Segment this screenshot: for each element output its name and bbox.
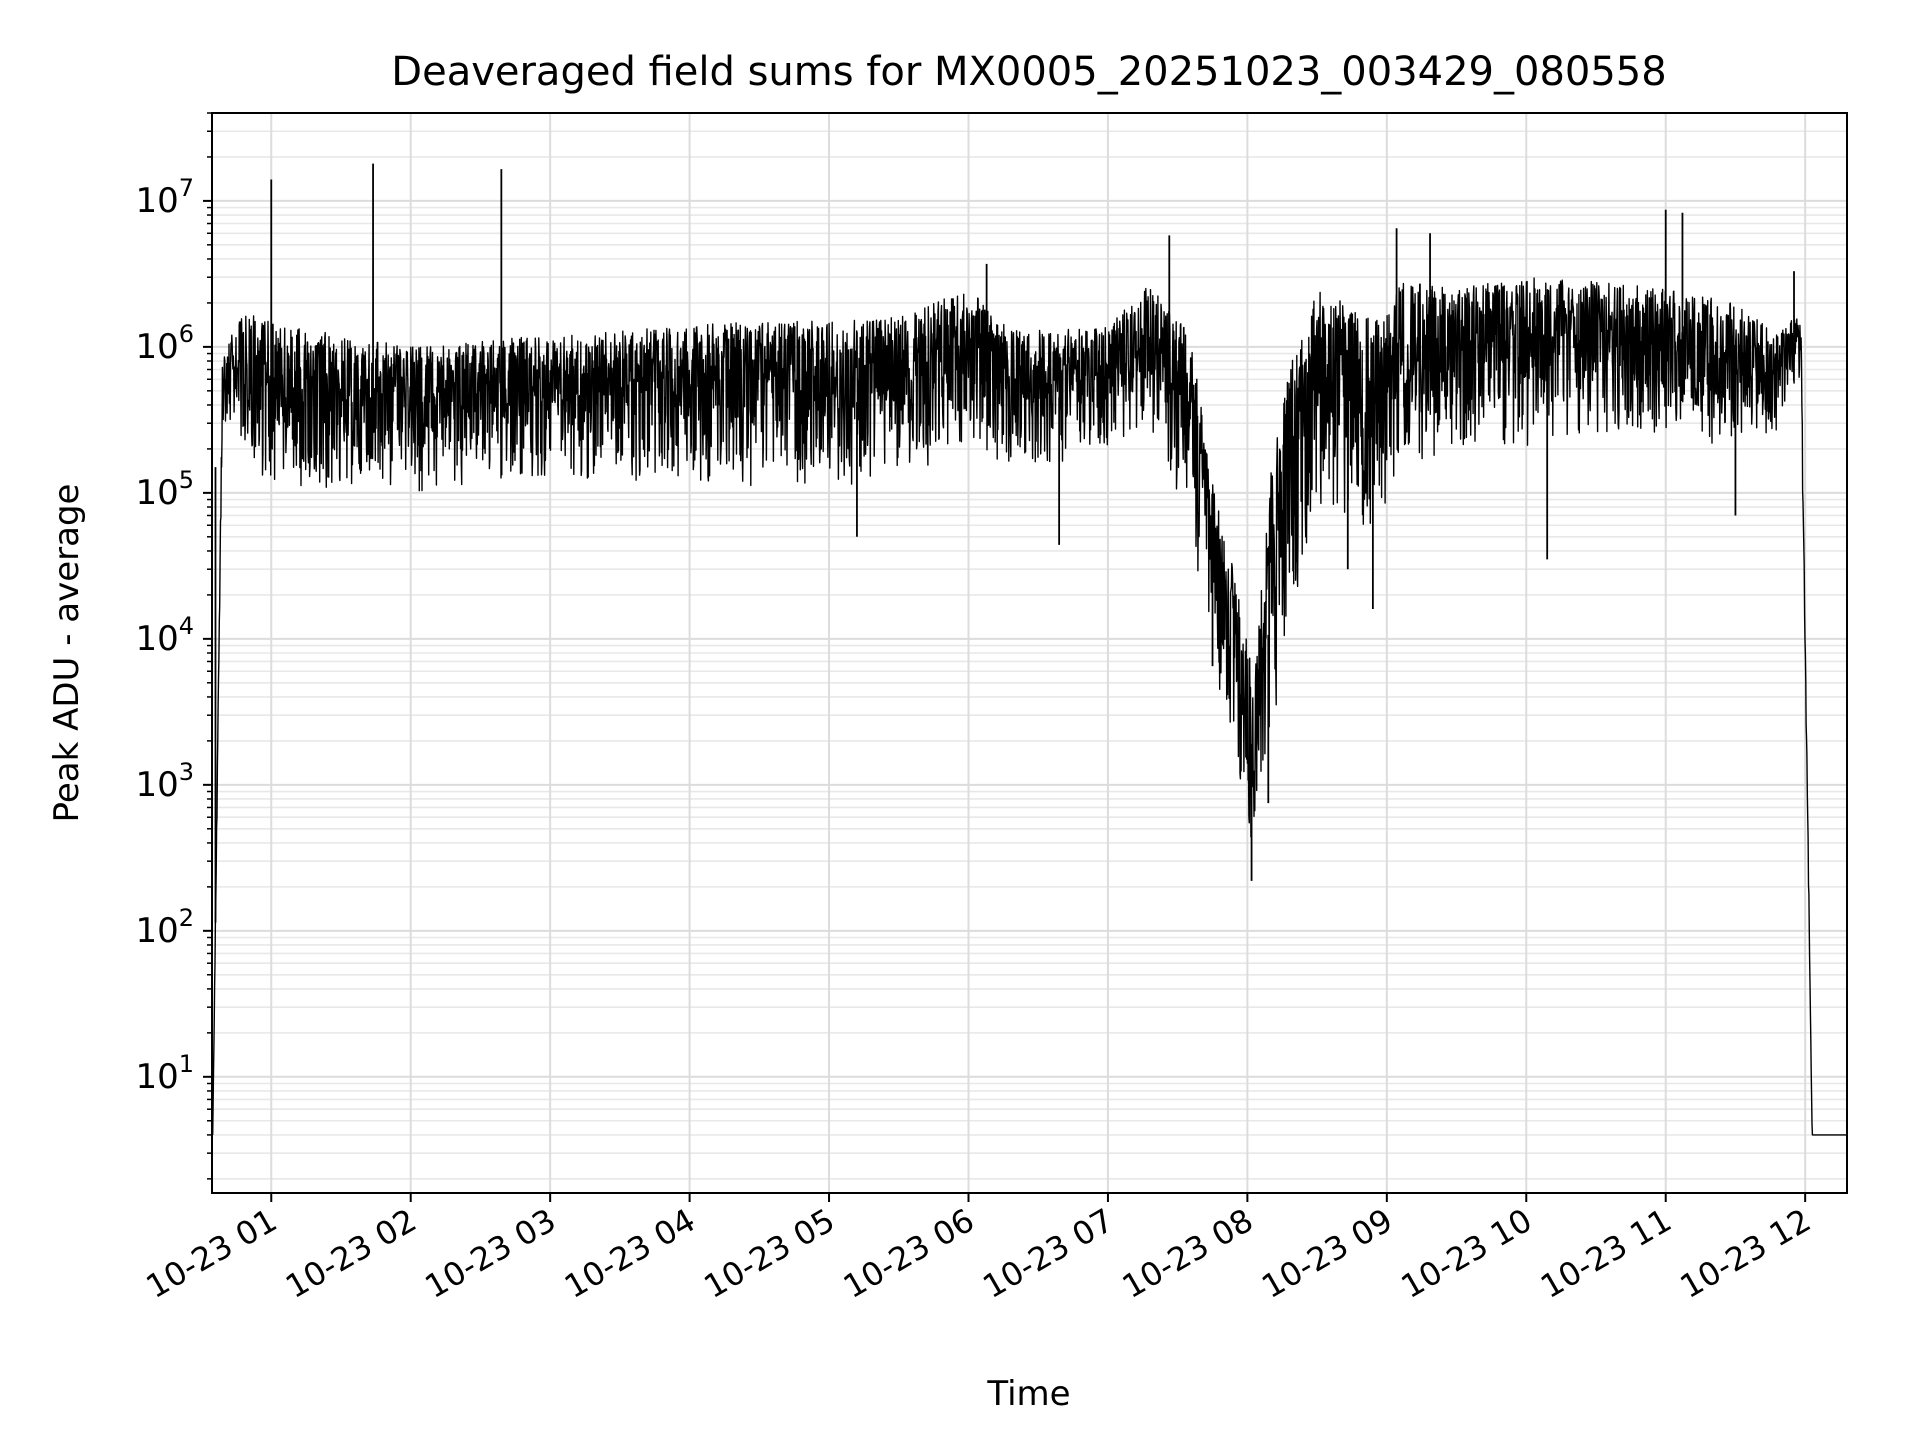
- y-tick-label: 102: [135, 904, 194, 951]
- y-tick-label: 107: [135, 174, 194, 221]
- series-layer: [212, 163, 1848, 1136]
- y-axis: 101 102 103 104 105 106 107: [135, 112, 212, 1180]
- x-axis-label: Time: [986, 1374, 1070, 1414]
- y-tick-label: 106: [135, 320, 194, 367]
- y-tick-label: 101: [135, 1050, 194, 1097]
- y-tick-label: 103: [135, 758, 194, 805]
- series-line: [212, 277, 1848, 1136]
- y-axis-label: Peak ADU - average: [47, 484, 87, 823]
- grid: [212, 112, 1847, 1193]
- chart-title: Deaveraged field sums for MX0005_2025102…: [391, 49, 1666, 95]
- y-tick-label: 105: [135, 466, 194, 513]
- y-tick-label: 104: [135, 612, 194, 659]
